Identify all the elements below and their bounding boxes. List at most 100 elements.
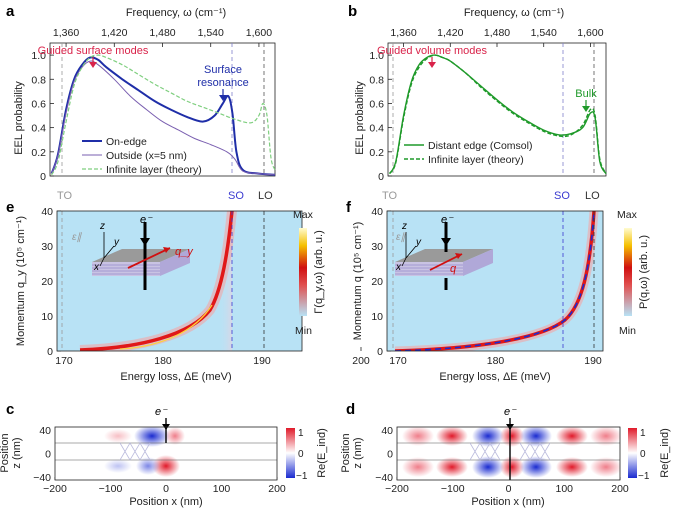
panel-e-lo-marker: LO (258, 190, 273, 202)
panel-b-yticks: 0 0.2 0.4 0.6 0.8 1.0 (369, 50, 392, 183)
slab-side-e (160, 249, 190, 276)
panel-e-dispersion-core (119, 304, 213, 350)
panel-b-bulk-annotation: Bulk (575, 88, 597, 100)
panel-d-cbar-tick-1: 1 (640, 428, 646, 439)
panel-b-top-tick-label: 1,600 (577, 27, 603, 39)
axis-z-label-f: z (401, 221, 407, 232)
panel-a-surface-annotation-2: resonance (197, 77, 248, 89)
panel-d-blob-3 (436, 427, 468, 446)
slab-layers-e (92, 264, 160, 275)
panel-e-so-marker: SO (228, 190, 244, 202)
panel-f-colorbar-label: P(q,ω) (arb. u.) (638, 235, 650, 309)
panel-d-blob-1 (402, 427, 434, 446)
panel-c-ytick-label: 40 (39, 425, 51, 437)
panel-b-series-1 (388, 54, 607, 175)
panel-a-top-ticks: 1,360 1,420 1,480 1,540 1,600 (53, 27, 272, 47)
panel-f-ytick-label: 40 (371, 206, 383, 218)
panel-c-field-red-bottom (152, 455, 180, 477)
panel-e-to-marker: TO (57, 190, 73, 202)
panel-a-frame (49, 42, 276, 177)
panel-b: b Frequency, ω (cm⁻¹) 1,360 1,420 1,480 1,5… (348, 3, 607, 183)
panel-a-series-1 (51, 60, 276, 176)
legend-infinite: Infinite layer (theory) (106, 164, 202, 176)
panel-d-electron-label: e⁻ (504, 406, 517, 418)
panel-c-xtick-label: −100 (99, 483, 123, 495)
axis-y-label-e: y (113, 237, 120, 248)
panel-a-label: a (6, 3, 15, 20)
panel-e-colorbar-max: Max (293, 209, 314, 221)
panel-c-field-faint-1 (104, 429, 132, 443)
panel-b-ytick-label: 0.8 (369, 74, 384, 86)
axis-x-e (99, 257, 105, 267)
panel-b-top-tick-label: 1,540 (531, 27, 557, 39)
panel-e-xtick-label: 170 (55, 355, 73, 367)
panel-d-xtick-label: 200 (611, 483, 629, 495)
panel-f-ytick-label: 30 (371, 241, 383, 253)
legend-outside: Outside (x=5 nm) (106, 150, 187, 162)
panel-e-xlabel: Energy loss, ΔE (meV) (120, 371, 231, 383)
q-arrow-f (429, 253, 463, 271)
panel-a-legend: On-edge Outside (x=5 nm) Infinite layer … (82, 136, 202, 176)
panel-d-xlabel: Position x (nm) (471, 496, 544, 508)
panel-a-yticks: 0 0.2 0.4 0.6 0.8 1.0 (31, 50, 54, 183)
panel-d-colorbar-label: Re(E_ind) (659, 428, 671, 478)
panel-f-theory-curve (394, 211, 595, 351)
panel-b-guided-annotation: Guided volume modes (377, 45, 488, 57)
q-arrow-e (127, 247, 171, 269)
panel-e-ytick-label: 0 (47, 346, 53, 358)
panel-c-yticks: 40 0 −40 (33, 425, 58, 484)
panel-f-colorbar-min: Min (619, 325, 636, 337)
panel-d-xtick-label: −100 (441, 483, 465, 495)
panel-f-frame (386, 210, 604, 352)
axis-x-label-f: x (395, 262, 402, 273)
panel-c-colorbar (286, 428, 295, 478)
panel-a-series-0 (50, 56, 276, 176)
panel-b-top-axis-label: Frequency, ω (cm⁻¹) (464, 7, 564, 19)
panel-c-ytick-label: 0 (45, 449, 51, 461)
legend-distant: Distant edge (Comsol) (428, 140, 532, 152)
panel-e-map (57, 211, 302, 351)
electron-beam-arrow-e (140, 238, 150, 246)
panel-c-frame (54, 426, 278, 481)
panel-b-top-tick-label: 1,420 (437, 27, 463, 39)
axis-y-e (103, 245, 115, 259)
panel-d-blob-12 (556, 457, 588, 477)
panel-b-guided-arrowhead (428, 62, 436, 68)
panel-c-cbar-tick-1: 1 (298, 428, 304, 439)
panel-b-series (388, 54, 607, 175)
panel-d-blob-9 (520, 427, 552, 447)
panel-c-field-blue-bottom (136, 457, 160, 475)
panel-a: a Frequency, ω (cm⁻¹) 1,360 1,420 1,480 1,5… (6, 3, 276, 183)
panel-e-colorbar-min: Min (295, 325, 312, 337)
panel-f-to-marker: TO (382, 190, 398, 202)
panel-b-top-tick-label: 1,360 (390, 27, 416, 39)
panel-e-ylabel: Momentum q_y (10⁵ cm⁻¹) (15, 216, 27, 346)
panel-f-map (387, 211, 603, 351)
panel-f-colorbar-max: Max (617, 209, 638, 221)
panel-a-surface-arrowhead (219, 95, 227, 101)
panel-a-ytick-label: 0.4 (31, 123, 46, 135)
panel-d-rays (469, 442, 551, 461)
panel-d-ylabel-2: z (nm) (352, 437, 364, 468)
panel-c-cbar-tick-m1: −1 (296, 471, 308, 482)
panel-d-xtick-label: 100 (555, 483, 573, 495)
panel-b-ytick-label: 1.0 (369, 50, 384, 62)
legend-infinite-b: Infinite layer (theory) (428, 154, 524, 166)
panel-f-lo-marker: LO (585, 190, 600, 202)
panel-f-inset: e⁻ z y x ε∥ q (395, 214, 493, 290)
slab-layers-f (395, 264, 463, 275)
panel-d-xtick-label: 0 (506, 483, 512, 495)
panel-d-ylabel-1: Position (340, 433, 352, 472)
panel-d-xtick-label: −200 (385, 483, 409, 495)
panel-a-guided-annotation: Guided surface modes (38, 45, 149, 57)
panel-b-series-0 (388, 54, 607, 174)
slab-top-e (92, 249, 190, 262)
panel-a-top-tick-label: 1,540 (198, 27, 224, 39)
panel-e-ytick-label: 40 (41, 206, 53, 218)
panel-e-ytick-label: 20 (41, 276, 53, 288)
panel-b-ytick-label: 0.2 (369, 147, 384, 159)
panel-d-cbar-tick-m1: −1 (638, 471, 650, 482)
axis-x-f (401, 257, 407, 267)
panel-b-legend: Distant edge (Comsol) Infinite layer (th… (404, 140, 532, 166)
panel-f-label: f (346, 199, 352, 216)
